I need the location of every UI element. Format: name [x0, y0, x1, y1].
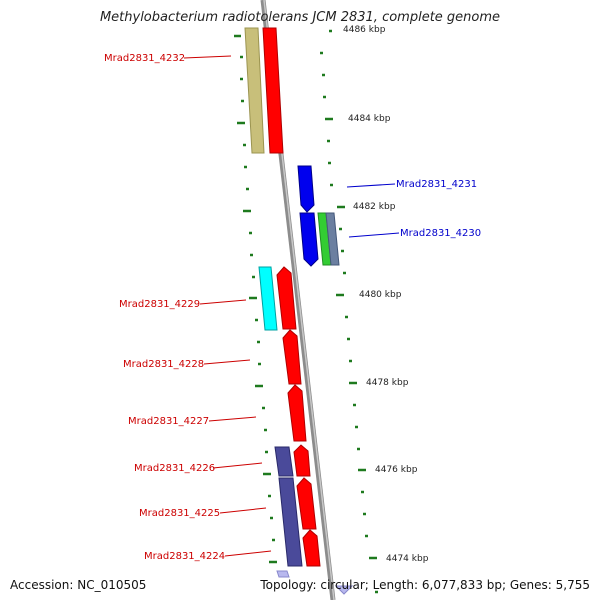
gene-slate-4230-feature[interactable] — [325, 212, 340, 266]
gene-label[interactable]: Mrad2831_4229 — [119, 299, 200, 310]
kbp-tick-label: 4478 kbp — [366, 378, 409, 388]
gene-red-4224-arrow[interactable] — [302, 529, 321, 567]
gene-navy-4225-feature[interactable] — [278, 477, 303, 567]
gene-label[interactable]: Mrad2831_4232 — [104, 53, 185, 64]
map-title: Methylobacterium radiotolerans JCM 2831,… — [99, 10, 501, 25]
gene-red-4228-arrow[interactable] — [282, 329, 302, 385]
leader-line — [208, 416, 257, 422]
kbp-tick-label: 4482 kbp — [353, 202, 396, 212]
gene-navy-4226-feature[interactable] — [274, 446, 294, 477]
leader-line — [203, 359, 251, 365]
leader-line — [224, 550, 272, 557]
gene-olive-4232-feature[interactable] — [244, 27, 265, 154]
gene-cyan-4229-feature[interactable] — [258, 266, 278, 331]
gene-red-4227-arrow[interactable] — [287, 384, 307, 442]
gene-label[interactable]: Mrad2831_4231 — [396, 179, 477, 190]
gene-red-4226-arrow[interactable] — [293, 444, 311, 477]
gene-blue-4230-arrow[interactable] — [299, 212, 319, 267]
right-tick-marks — [320, 29, 378, 594]
leader-line — [346, 183, 396, 188]
leader-line — [212, 462, 263, 469]
gene-red-4225-arrow[interactable] — [296, 477, 317, 530]
kbp-tick-label: 4474 kbp — [386, 554, 429, 564]
kbp-tick-label: 4486 kbp — [343, 25, 386, 35]
gene-label[interactable]: Mrad2831_4227 — [128, 416, 209, 427]
gene-blue-4231-arrow[interactable] — [297, 165, 315, 213]
gene-red-4232-arrow[interactable] — [262, 27, 284, 154]
leader-line — [183, 55, 232, 59]
gene-label[interactable]: Mrad2831_4230 — [400, 228, 481, 239]
gene-label[interactable]: Mrad2831_4224 — [144, 551, 225, 562]
gene-label[interactable]: Mrad2831_4226 — [134, 463, 215, 474]
gene-lavender-bottom-feature — [334, 585, 354, 595]
kbp-tick-label: 4480 kbp — [359, 290, 402, 300]
left-tick-marks — [234, 34, 277, 564]
gene-label[interactable]: Mrad2831_4225 — [139, 508, 220, 519]
gene-lavender-partial-feature — [276, 570, 290, 578]
kbp-tick-label: 4476 kbp — [375, 465, 418, 475]
leader-line — [219, 507, 267, 514]
gene-label[interactable]: Mrad2831_4228 — [123, 359, 204, 370]
kbp-tick-label: 4484 kbp — [348, 114, 391, 124]
gene-red-4229-arrow[interactable] — [276, 266, 297, 330]
accession-text: Accession: NC_010505 — [10, 578, 147, 592]
leader-line — [199, 299, 247, 305]
leader-line — [348, 232, 400, 238]
genome-summary-text: Topology: circular; Length: 6,077,833 bp… — [260, 578, 590, 592]
